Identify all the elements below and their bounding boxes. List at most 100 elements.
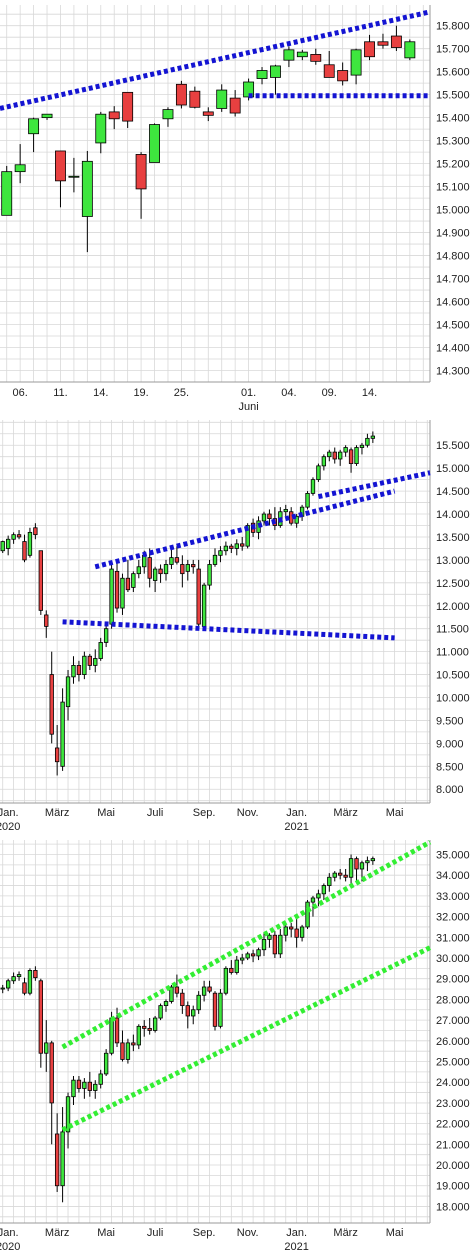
candle-body-up [120,577,125,609]
candle-body-down [76,664,82,675]
candle [109,564,114,629]
y-tick-label: 27.000 [436,1015,470,1027]
candle [207,559,212,590]
candle [267,509,272,526]
candle-body-down [354,858,359,870]
trend-line-blue [94,488,396,570]
candle-body-up [11,534,16,540]
y-axis-labels: 18.000 19.000 20.000 21.000 22.000 23.000 24.0… [436,849,470,1213]
candle [223,966,229,996]
candle [27,527,33,558]
candle-body-down [142,1025,147,1029]
x-tick-label: 11. [53,387,67,399]
candle [82,651,87,680]
candle-body-up [14,164,26,173]
y-tick-label: 34.000 [436,870,470,882]
x-tick-label: Jan. [286,807,307,819]
candle [365,433,370,448]
candle [65,669,71,721]
trend-line-green [61,840,432,1050]
candle-body-down [337,70,349,82]
candle [158,1003,163,1021]
candle-body-up [316,465,321,481]
candle-body-up [82,655,87,675]
candle-body-up [343,447,348,453]
candle-body-down [202,111,214,116]
candle-body-down [377,41,389,46]
candle [120,1030,125,1062]
y-tick-label: 10.000 [436,693,470,705]
candle-body-down [196,568,201,625]
candle-body-down [310,54,322,62]
candle [5,535,11,556]
candle-body-up [16,974,22,978]
candle [114,562,120,613]
x-tick-label: 01. [241,387,256,399]
y-axis-labels: 14.300 14.400 14.500 14.600 14.700 14.800 14.9… [436,21,470,378]
y-tick-label: 15.200 [436,159,470,171]
candle [120,573,125,615]
candle-body-up [261,513,267,522]
y-tick-label: 13.500 [436,532,470,544]
y-tick-label: 28.000 [436,994,470,1006]
y-tick-label: 21.000 [436,1139,470,1151]
candle-body-up [41,113,53,119]
candle [229,90,241,117]
candle [332,871,337,882]
candle-body-up [321,456,327,467]
y-tick-label: 13.000 [436,555,470,567]
candle [370,431,376,443]
candle [180,989,185,1014]
candle [185,559,190,581]
x-axis-labels: Jan. 2020 März Mai Juli Sep. Nov. Jan. 2021 März M… [0,807,403,830]
candle-body-up [201,584,207,627]
candle-body-down [229,967,234,973]
chart-panel-dow-weekly: 18.000 19.000 20.000 21.000 22.000 23.000 24.0… [0,840,475,1250]
candle-body-up [71,664,76,678]
candle [163,999,169,1012]
candle-body-down [49,674,54,735]
candle [223,541,229,556]
candle [49,1040,54,1145]
candle-body-down [267,513,272,520]
candle [185,1001,190,1029]
x-tick-label: Juli [147,807,164,819]
candle-body-up [169,557,174,565]
candle-body-up [109,568,114,625]
candle-body-down [22,541,27,561]
candle [404,39,416,61]
candle-body-up [332,872,337,878]
candle-body-up [0,987,5,990]
candle [212,548,218,567]
candle [327,449,332,462]
x-tick-label: Juli [147,1227,164,1239]
candle [0,540,5,554]
candle-body-up [163,564,169,575]
candle [93,1080,98,1099]
candle-body-down [338,872,343,876]
candle [316,889,321,907]
candle [180,555,185,588]
candle [0,984,5,994]
candle [103,1049,109,1077]
candle-body-down [33,527,38,536]
candle [41,113,53,120]
candle [1,165,13,216]
candle [71,1076,76,1105]
candle-body-up [125,1042,131,1060]
candle [44,1020,49,1072]
candle [60,1107,65,1203]
candle [261,511,267,526]
candle-body-up [93,658,98,666]
candle-body-up [338,451,343,460]
candle [33,966,38,981]
x-tick-label: Mai [97,807,115,819]
candle [125,1038,131,1064]
x-tick-label: Nov. [237,1227,259,1239]
candle [212,991,218,1031]
candle [327,873,332,892]
candle [365,856,370,872]
candle-body-up [5,980,11,989]
candle [267,933,272,948]
candle [234,539,239,556]
